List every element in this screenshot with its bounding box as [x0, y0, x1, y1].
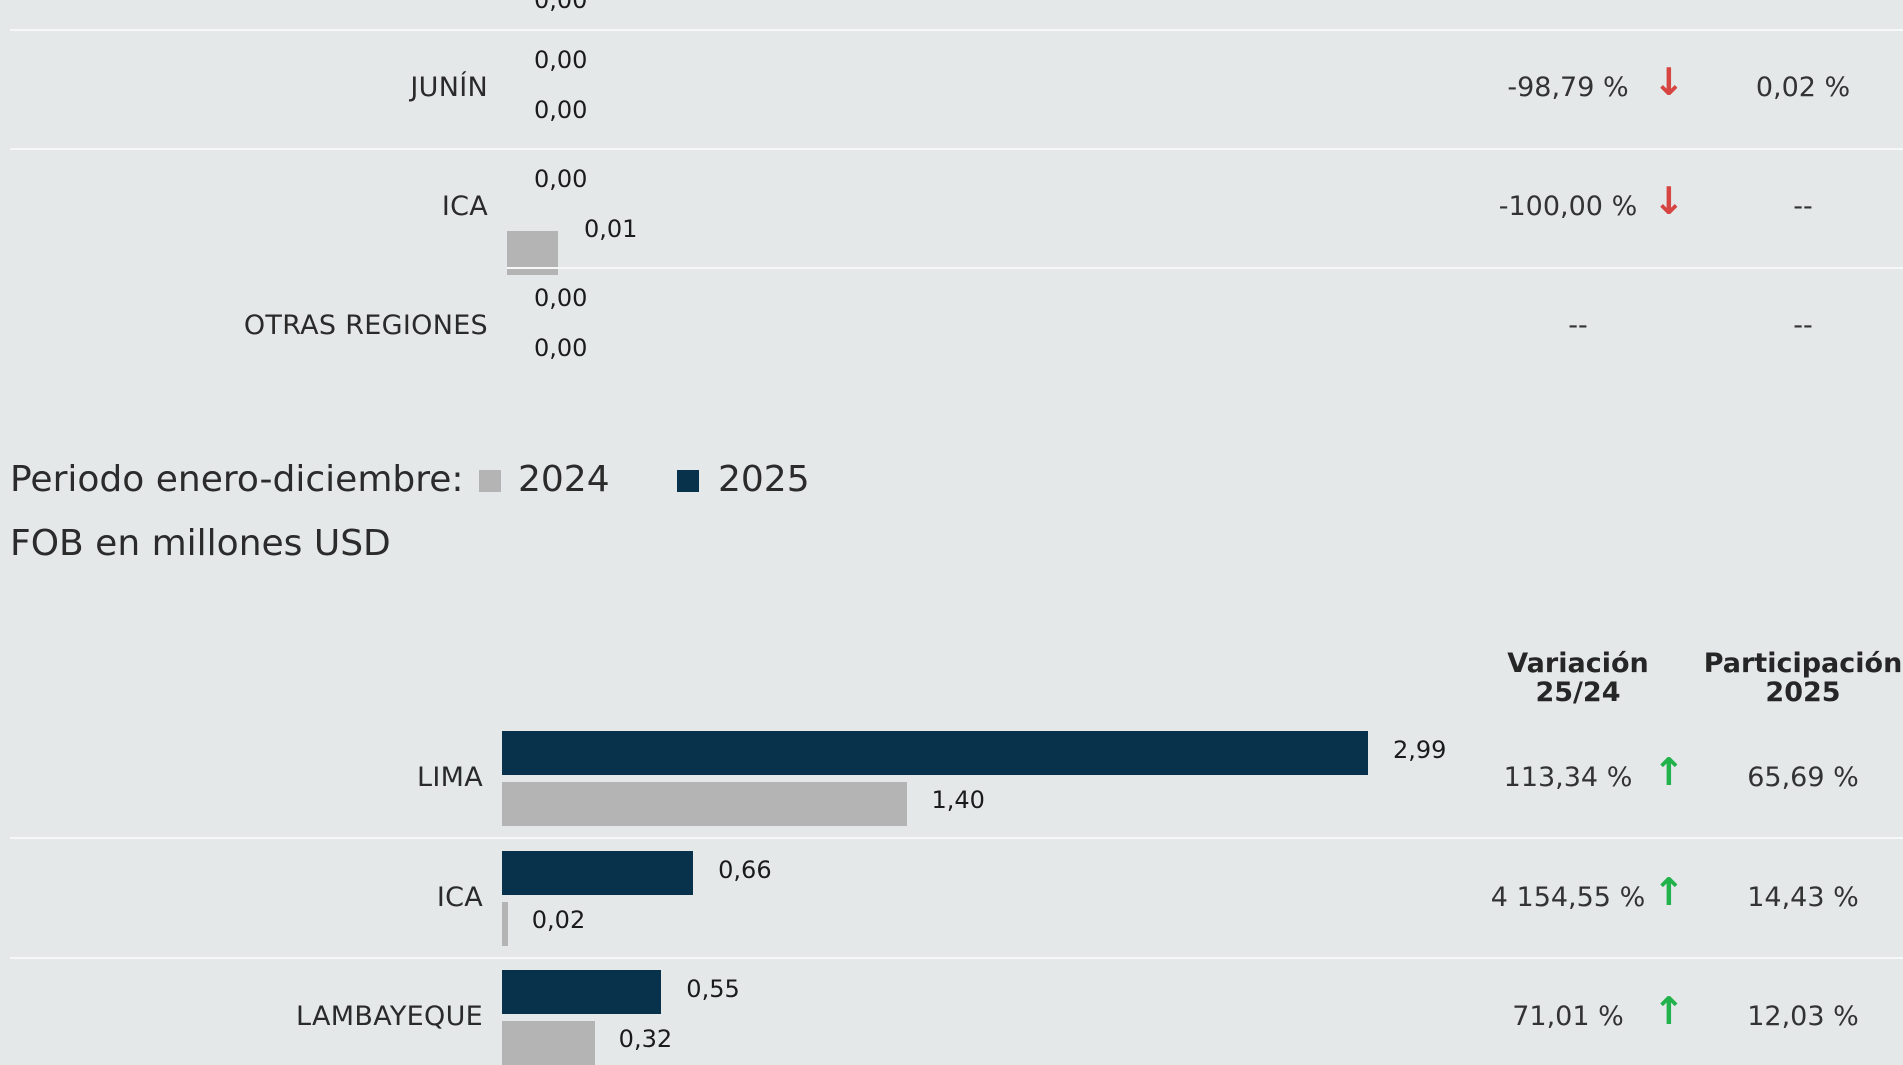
row-divider: [10, 957, 1903, 959]
column-header-variation: Variación 25/24: [1428, 649, 1728, 707]
bar-value-label-2024: 0,00: [534, 334, 588, 362]
legend-swatch-2025: [677, 470, 699, 492]
variation-value: -98,79 %: [1507, 72, 1629, 103]
variation-value: 71,01 %: [1512, 1001, 1624, 1032]
arrow-down-icon: ↓: [1653, 179, 1685, 223]
legend-swatch-2024: [479, 470, 501, 492]
bar-value-label-2024: 0,01: [584, 215, 638, 243]
bar-2025: [502, 970, 662, 1014]
row-divider: [507, 267, 1903, 269]
bar-value-label-2025: 0,00: [534, 46, 588, 74]
arrow-up-icon: ↑: [1653, 750, 1685, 794]
legend-prefix: Periodo enero-diciembre:: [10, 459, 464, 500]
variation-value: --: [1568, 310, 1588, 341]
bar-2025: [502, 731, 1368, 775]
arrow-down-icon: ↓: [1653, 60, 1685, 104]
bar-value-label-2025: 0,66: [718, 856, 772, 884]
region-label: OTRAS REGIONES: [243, 310, 488, 341]
header-line: 25/24: [1535, 677, 1621, 708]
share-value: 0,02 %: [1755, 72, 1851, 103]
variation-value: -100,00 %: [1498, 191, 1638, 222]
region-label: LIMA: [417, 762, 483, 793]
legend-label-2024: 2024: [518, 459, 610, 500]
bar-2025: [502, 851, 694, 895]
bar-2024: [502, 782, 908, 826]
region-label: ICA: [436, 882, 483, 913]
variation-value: 4 154,55 %: [1490, 882, 1646, 913]
share-value: 14,43 %: [1747, 882, 1859, 913]
share-value: 65,69 %: [1747, 762, 1859, 793]
header-line: Variación: [1507, 648, 1649, 679]
row-divider: [10, 29, 1903, 31]
bar-value-label-2025: 2,99: [1393, 736, 1447, 764]
arrow-up-icon: ↑: [1653, 989, 1685, 1033]
bar-2024: [502, 902, 508, 946]
unit-label: FOB en millones USD: [10, 523, 391, 564]
bar-value-label-2024: 1,40: [931, 786, 985, 814]
arrow-up-icon: ↑: [1653, 870, 1685, 914]
share-value: 12,03 %: [1747, 1001, 1859, 1032]
region-label: JUNÍN: [410, 72, 488, 103]
bar-value-label-2025: 0,00: [534, 165, 588, 193]
variation-value: 113,34 %: [1503, 762, 1633, 793]
bar-value-label-2024: 0,00: [534, 96, 588, 124]
column-header-share: Participación 2025: [1703, 649, 1903, 707]
row-divider: [10, 837, 1903, 839]
header-line: Participación: [1703, 648, 1903, 679]
share-value: --: [1793, 191, 1813, 222]
bar-value-label-2025: 0,55: [686, 975, 740, 1003]
legend-label-2025: 2025: [718, 459, 810, 500]
share-value: --: [1793, 310, 1813, 341]
bar-2024: [502, 1021, 595, 1065]
bar-value-label-2024: 0,02: [531, 906, 586, 934]
region-label: LAMBAYEQUE: [296, 1001, 483, 1032]
bar-value-label: 0,00: [534, 0, 588, 14]
row-divider: [10, 148, 1903, 150]
bar-value-label-2025: 0,00: [534, 284, 588, 312]
bar-value-label-2024: 0,32: [618, 1025, 673, 1053]
region-label: ICA: [441, 191, 488, 222]
header-line: 2025: [1765, 677, 1841, 708]
